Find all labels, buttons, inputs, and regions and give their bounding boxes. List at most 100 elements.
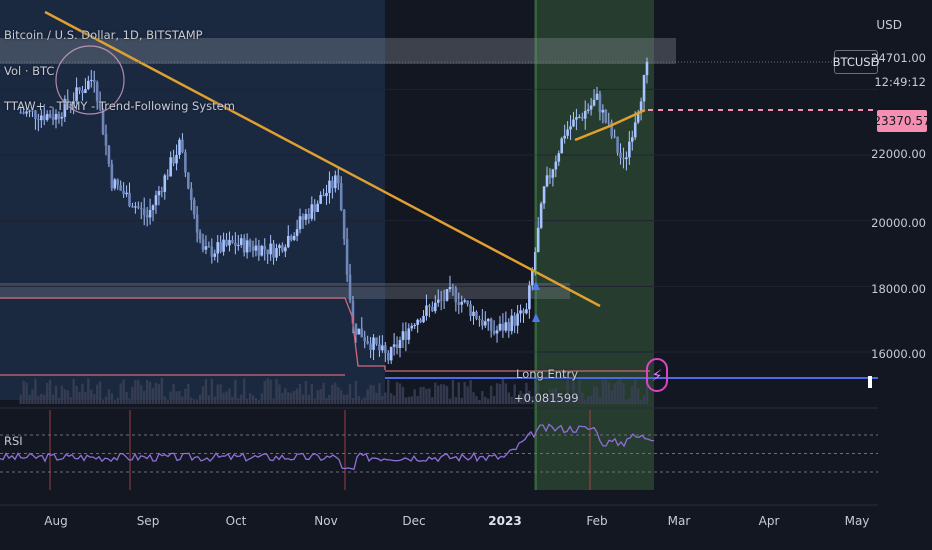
candle-body bbox=[39, 115, 43, 121]
candle-body bbox=[307, 213, 311, 219]
candle-body bbox=[422, 315, 425, 323]
volume-bar bbox=[204, 379, 208, 404]
volume-bar bbox=[195, 399, 199, 404]
volume-bar bbox=[428, 388, 431, 404]
volume-bar bbox=[304, 380, 308, 404]
volume-bar bbox=[178, 390, 181, 404]
candle-body bbox=[348, 274, 352, 301]
volume-bar bbox=[363, 397, 366, 404]
volume-bar bbox=[131, 386, 134, 404]
volume-bar bbox=[392, 395, 396, 404]
volume-bar bbox=[395, 382, 399, 404]
volume-bar bbox=[160, 378, 164, 404]
volume-bar bbox=[639, 399, 643, 404]
legend-title[interactable]: Bitcoin / U.S. Dollar, 1D, BITSTAMP bbox=[4, 28, 203, 42]
volume-bar bbox=[613, 383, 616, 404]
volume-bar bbox=[439, 384, 443, 404]
candle-body bbox=[169, 157, 172, 177]
candle-body bbox=[398, 340, 402, 348]
last-price-label: 24701.00 bbox=[871, 51, 926, 65]
candle-body bbox=[113, 179, 117, 189]
candle-body bbox=[645, 61, 649, 76]
volume-bar bbox=[242, 378, 246, 404]
candle-body bbox=[401, 331, 405, 341]
price-tick: 22000.00 bbox=[871, 147, 926, 161]
volume-bar bbox=[528, 390, 531, 404]
volume-bar bbox=[248, 393, 252, 404]
candle-body bbox=[266, 249, 269, 255]
trendline bbox=[44, 10, 601, 308]
volume-bar bbox=[210, 378, 214, 404]
volume-bar bbox=[45, 382, 49, 404]
candle-body bbox=[466, 300, 469, 305]
candle-body bbox=[269, 243, 272, 255]
candle-body bbox=[531, 270, 534, 286]
candle-body bbox=[586, 109, 590, 111]
volume-bar bbox=[22, 380, 25, 404]
candle-body bbox=[507, 322, 511, 332]
volume-bar bbox=[107, 389, 111, 404]
volume-bar bbox=[143, 390, 146, 404]
volume-bar bbox=[422, 386, 425, 404]
candle-body bbox=[251, 246, 255, 251]
volume-bar bbox=[536, 381, 540, 404]
candle-body bbox=[510, 315, 514, 332]
candle-body bbox=[451, 287, 455, 289]
volume-bar bbox=[316, 390, 319, 404]
candle-body bbox=[122, 190, 125, 195]
candle-body bbox=[389, 346, 393, 361]
candle-body bbox=[234, 242, 237, 246]
volume-bar bbox=[290, 392, 293, 404]
candle-body bbox=[28, 110, 31, 112]
candle-body bbox=[431, 306, 434, 312]
candle-body bbox=[351, 300, 355, 324]
volume-bar bbox=[572, 380, 575, 404]
volume-bar bbox=[57, 398, 61, 404]
volume-bar bbox=[604, 379, 608, 404]
volume-bar bbox=[625, 399, 628, 404]
candle-body bbox=[25, 111, 28, 114]
marked-price-label: 23370.57 bbox=[873, 110, 931, 132]
volume-bar bbox=[90, 389, 93, 404]
candle-body bbox=[495, 330, 499, 334]
volume-bar bbox=[451, 379, 455, 404]
candle-body bbox=[366, 341, 369, 344]
legend-volume[interactable]: Vol · BTC bbox=[4, 64, 55, 78]
candle-body bbox=[137, 206, 140, 208]
volume-bar bbox=[181, 396, 184, 404]
candle-body bbox=[298, 216, 302, 230]
volume-bar bbox=[87, 378, 90, 404]
rsi-label[interactable]: RSI bbox=[4, 434, 23, 448]
volume-bar bbox=[554, 388, 558, 404]
volume-bar bbox=[43, 394, 46, 404]
candle-body bbox=[504, 322, 508, 331]
alert-lightning-icon[interactable]: ⚡ bbox=[646, 358, 668, 392]
candle-body bbox=[131, 206, 134, 208]
candle-body bbox=[545, 175, 549, 187]
candle-body bbox=[242, 238, 246, 253]
volume-bar bbox=[636, 388, 640, 404]
candle-body bbox=[436, 299, 440, 303]
volume-bar bbox=[313, 398, 316, 404]
candle-body bbox=[48, 114, 52, 118]
legend-strategy[interactable]: TTAW+ - TTMY - Trend-Following System bbox=[4, 99, 235, 113]
volume-bar bbox=[448, 398, 452, 404]
candle-body bbox=[66, 99, 70, 105]
candle-body bbox=[178, 139, 181, 155]
volume-bar bbox=[275, 379, 278, 404]
volume-bar bbox=[545, 393, 549, 404]
candle-body bbox=[301, 216, 305, 220]
highlight-circle bbox=[55, 45, 125, 115]
candle-body bbox=[516, 313, 519, 326]
candle-body bbox=[407, 328, 411, 340]
candle-body bbox=[433, 302, 437, 312]
volume-bar bbox=[616, 380, 619, 404]
candle-body bbox=[272, 243, 275, 258]
volume-bar bbox=[516, 397, 519, 404]
scroll-handle[interactable] bbox=[868, 376, 872, 388]
candle-body bbox=[478, 318, 481, 320]
candle-body bbox=[633, 122, 637, 138]
buy-arrow bbox=[532, 281, 540, 290]
